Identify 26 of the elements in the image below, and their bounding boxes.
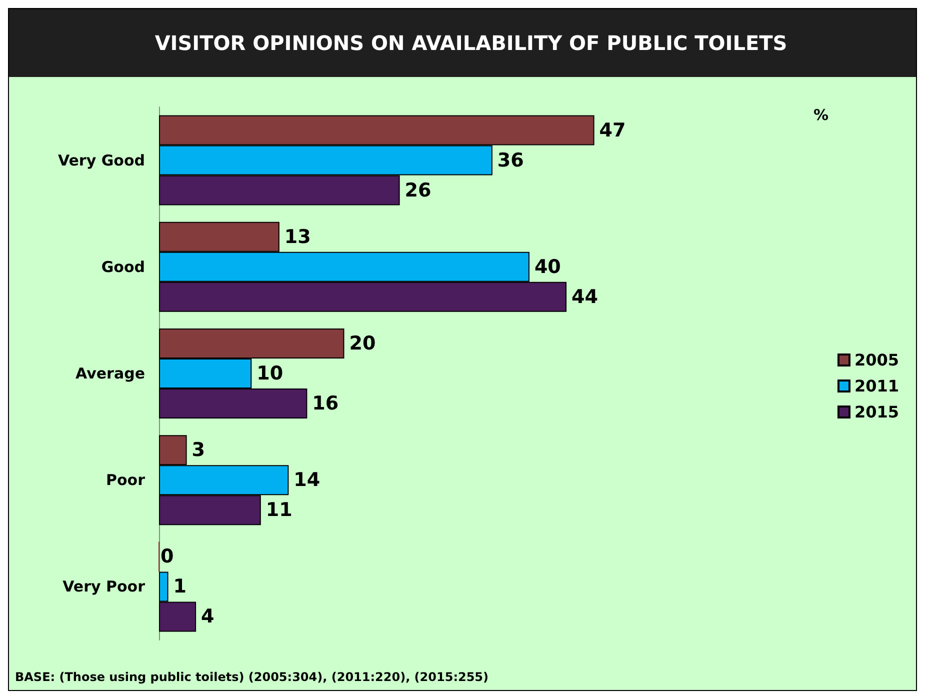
data-label: 0 bbox=[160, 546, 174, 568]
legend-label: 2011 bbox=[854, 376, 899, 396]
data-label: 44 bbox=[572, 286, 598, 308]
text: BASE: (Those using public toilets) (2005:304), (2011:220), (2015:255) bbox=[15, 670, 489, 684]
chart-title: VISITOR OPINIONS ON AVAILABILITY OF PUBLIC TOILETS bbox=[154, 31, 788, 55]
data-label: 14 bbox=[294, 469, 320, 492]
y-tick-label: Very Poor bbox=[62, 578, 146, 596]
data-label: 26 bbox=[404, 179, 432, 202]
legend-label: 2015 bbox=[854, 402, 899, 422]
data-label: 4 bbox=[201, 606, 214, 628]
y-tick-label: Good bbox=[101, 258, 145, 276]
data-label: 47 bbox=[599, 119, 626, 142]
text: % bbox=[813, 106, 829, 124]
data-label: 3 bbox=[192, 439, 206, 462]
data-label: 20 bbox=[349, 332, 376, 354]
data-label: 16 bbox=[312, 392, 339, 414]
y-tick-label: Poor bbox=[106, 471, 146, 490]
data-label: 40 bbox=[534, 256, 561, 278]
data-label: 13 bbox=[284, 226, 311, 248]
data-label: 10 bbox=[256, 362, 284, 384]
y-tick-label: Average bbox=[76, 364, 145, 382]
data-label: 11 bbox=[266, 499, 292, 522]
data-label: 1 bbox=[173, 576, 186, 598]
data-label: 36 bbox=[497, 149, 524, 172]
y-tick-label: Very Good bbox=[58, 151, 145, 170]
legend-label: 2005 bbox=[854, 350, 899, 370]
